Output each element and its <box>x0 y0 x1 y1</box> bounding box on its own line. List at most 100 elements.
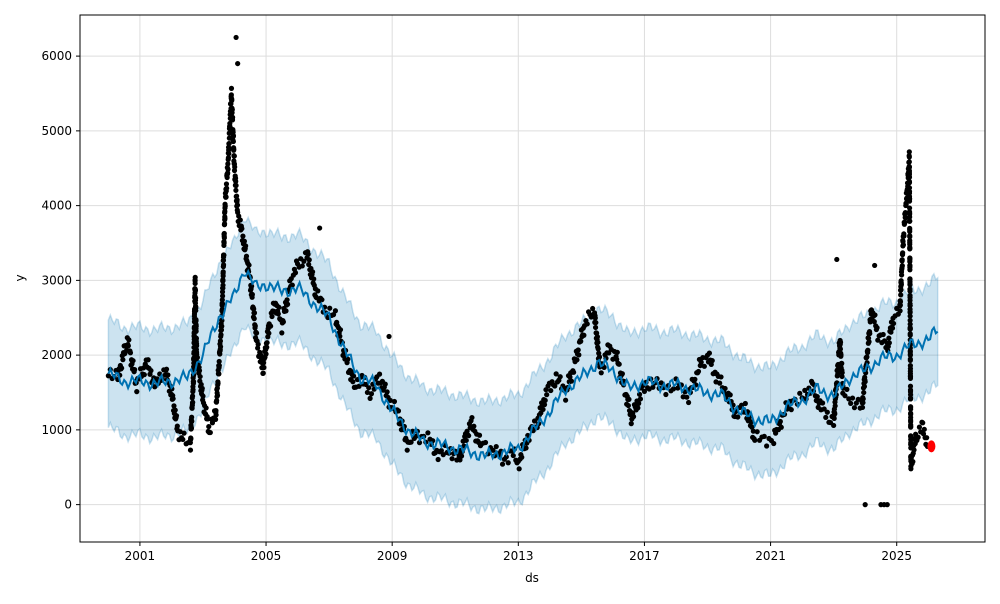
observed-point <box>188 436 194 442</box>
observed-point <box>907 228 913 235</box>
observed-point <box>907 256 913 262</box>
observed-point <box>899 272 905 278</box>
observed-point <box>215 380 221 386</box>
observed-point <box>212 416 219 423</box>
observed-point <box>284 297 290 303</box>
observed-point <box>233 182 239 189</box>
observed-point <box>233 187 239 193</box>
observed-point <box>898 287 904 293</box>
observed-point <box>907 392 914 398</box>
observed-point <box>337 327 344 333</box>
observed-point <box>701 363 707 369</box>
observed-point <box>305 251 311 257</box>
observed-point <box>230 133 237 139</box>
observed-point <box>670 386 677 392</box>
observed-point <box>306 257 312 263</box>
observed-point <box>192 288 198 294</box>
observed-point <box>219 289 226 295</box>
observed-point <box>229 97 235 103</box>
observed-point <box>279 330 285 336</box>
observed-point <box>233 34 239 41</box>
observed-point <box>898 292 904 298</box>
observed-point <box>275 311 281 317</box>
observed-point <box>219 306 225 312</box>
observed-point <box>366 385 372 391</box>
observed-point <box>119 365 125 371</box>
observed-point <box>574 357 580 363</box>
observed-point <box>243 243 249 249</box>
observed-point <box>209 420 216 426</box>
observed-point <box>658 380 664 386</box>
observed-point <box>220 282 226 288</box>
observed-point <box>269 313 275 320</box>
observed-point <box>189 418 195 424</box>
observed-point <box>695 368 702 375</box>
observed-point <box>563 397 569 403</box>
observed-point <box>384 389 390 395</box>
observed-point <box>907 234 913 240</box>
observed-point <box>902 219 908 225</box>
x-tick-label: 2013 <box>503 549 534 563</box>
observed-point <box>897 299 904 305</box>
observed-point <box>193 305 199 311</box>
observed-point <box>125 343 131 349</box>
y-tick-label: 6000 <box>41 49 72 63</box>
x-tick-label: 2021 <box>755 549 786 563</box>
observed-point <box>821 406 827 412</box>
observed-point <box>234 197 240 203</box>
observed-point <box>752 437 758 443</box>
observed-point <box>214 397 220 404</box>
observed-point <box>351 373 357 379</box>
observed-point <box>482 439 489 446</box>
observed-point <box>221 240 227 246</box>
observed-point <box>225 155 232 161</box>
observed-point <box>213 408 219 414</box>
observed-point <box>614 349 620 355</box>
observed-point <box>261 364 267 371</box>
observed-point <box>722 385 728 392</box>
observed-point <box>735 414 741 420</box>
observed-point <box>663 391 669 398</box>
observed-point <box>749 424 755 430</box>
observed-point <box>463 437 469 444</box>
observed-point <box>777 418 783 425</box>
observed-point <box>859 404 866 411</box>
observed-point <box>718 374 724 380</box>
observed-point <box>837 346 843 352</box>
observed-point <box>915 434 921 440</box>
observed-point <box>861 383 868 390</box>
observed-point <box>540 406 546 413</box>
observed-point <box>105 373 111 379</box>
grid <box>80 15 985 542</box>
observed-point <box>802 387 808 393</box>
observed-point <box>368 391 375 397</box>
observed-point <box>531 418 538 424</box>
observed-point <box>416 440 423 446</box>
observed-point <box>864 360 870 366</box>
observed-point <box>907 321 913 327</box>
y-tick-label: 1000 <box>41 423 72 437</box>
observed-point <box>754 429 760 435</box>
y-tick-label: 3000 <box>41 273 72 287</box>
observed-point <box>684 394 690 400</box>
observed-point <box>193 295 199 301</box>
observed-point <box>219 301 226 307</box>
observed-point <box>240 233 246 239</box>
observed-point <box>503 454 509 460</box>
observed-point <box>907 313 913 319</box>
observed-point <box>636 391 643 397</box>
observed-point <box>174 423 180 429</box>
observed-point <box>889 325 896 331</box>
observed-point <box>519 454 525 460</box>
observed-point <box>650 384 656 390</box>
observed-point <box>234 193 240 199</box>
highlight-points <box>927 440 936 453</box>
observed-point <box>266 330 272 336</box>
y-tick-label: 4000 <box>41 199 72 213</box>
observed-point <box>457 457 463 463</box>
observed-point <box>196 368 203 374</box>
observed-point <box>862 379 868 385</box>
observed-point <box>907 309 913 315</box>
observed-point <box>832 403 838 409</box>
